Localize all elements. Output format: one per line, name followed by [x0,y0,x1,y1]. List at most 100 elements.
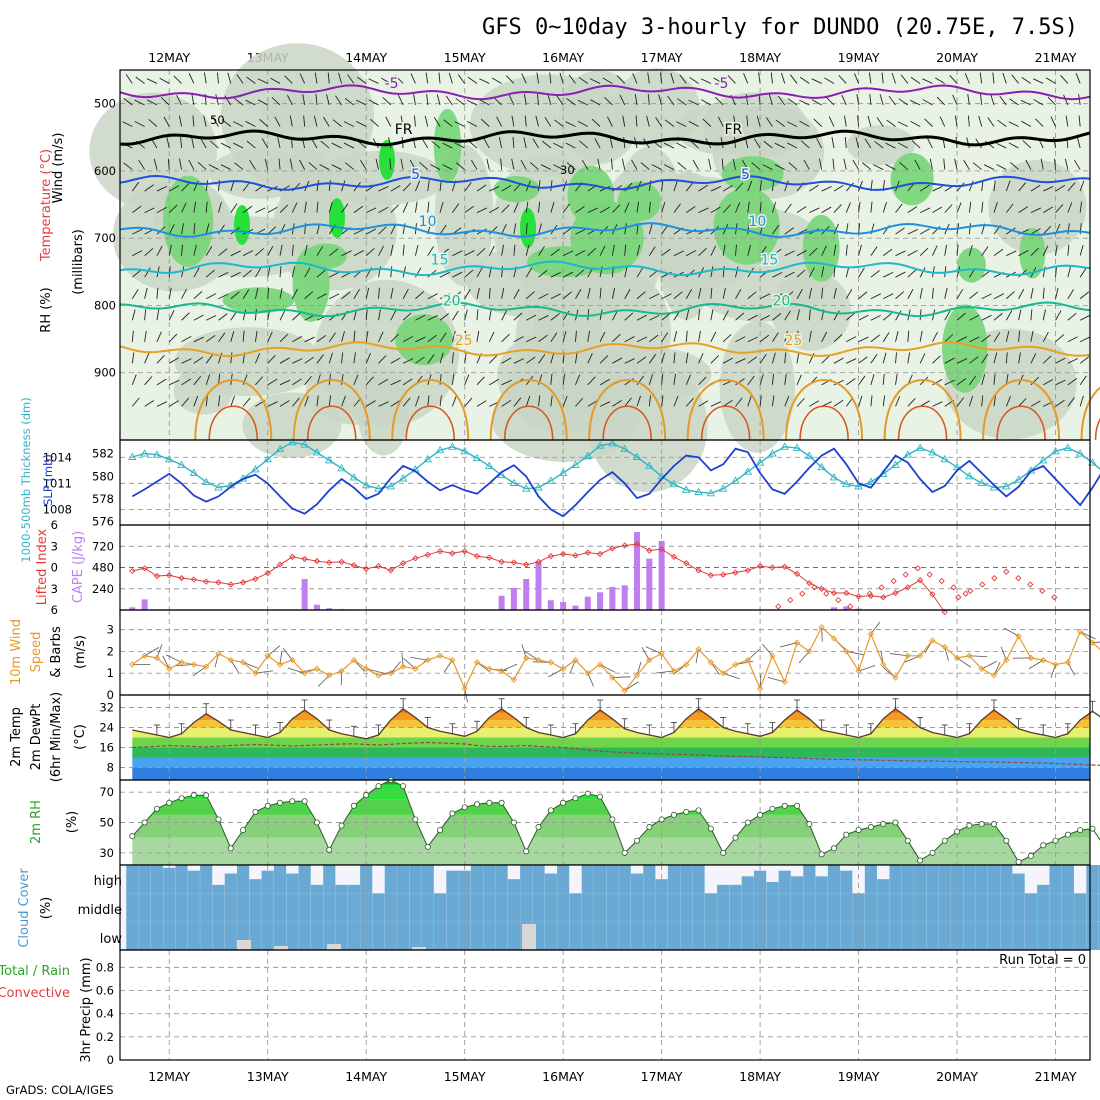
rh-point [166,799,173,806]
wind-barb [768,94,773,106]
lifted-index-point [732,569,739,576]
wind-barb [602,77,613,84]
cloud-bar-middle [778,893,791,922]
wind-barb [131,330,134,342]
lifted-index-point [153,572,161,580]
wind-barb [562,291,572,300]
wind-barb [932,379,943,386]
cloud-bar-high [138,865,151,894]
wind-barb [493,97,502,106]
rh-point [904,837,911,844]
cloud-bar-low [901,921,914,950]
wind-speed-point [449,656,456,664]
wind-barb [636,244,641,256]
wind-barb [524,115,527,127]
wind-barb [1005,352,1008,364]
wind-barb [735,336,746,343]
wind-barb [496,116,502,127]
wind-speed-point [621,687,628,694]
rh-point [830,845,837,852]
isotherm-freezing [119,129,1091,147]
cloud-bar-middle [446,893,459,922]
cape-bar [129,607,136,610]
wind-barb [489,378,500,386]
wind-barb [132,269,142,278]
wind-barb [636,336,648,343]
lifted-index-point [596,550,604,558]
wind-barb [1020,99,1032,106]
rh-point [609,816,616,823]
wind-barb [163,116,170,127]
wind-speed-point [301,670,308,677]
cloud-bar-low [778,921,791,950]
lifted-index-point [866,590,873,597]
cloud-bar-middle [458,893,471,922]
isotherm-loop [306,405,357,441]
wind-barb [328,180,331,192]
wind-barb [759,374,764,385]
wind-barb [648,354,657,364]
wind-barb [771,201,777,213]
wind-barb [809,400,820,407]
date-label: 16MAY [542,1069,584,1084]
wind-barb [452,250,463,257]
thickness-point [903,450,913,458]
wind-barb [735,288,742,299]
wind-barb [868,72,872,84]
wind-barb [599,245,606,256]
wind-barb [255,267,262,278]
wind-barb [721,158,724,170]
wind-barb [331,164,342,170]
wind-barb [811,78,822,84]
cloud-bar-middle [544,893,557,922]
lifted-index-point [1051,594,1058,601]
wind-barb [833,223,839,235]
cloud-low-label: low [100,932,123,947]
wind-barb [378,309,381,321]
cloud-bar-low [261,921,274,950]
lifted-index-point [744,567,751,574]
wind-speed-point [707,659,714,666]
wind-barb [550,293,561,300]
cloud-bar-high [421,865,434,894]
wind-barb [636,314,647,321]
wind-barb [771,395,775,407]
wind-barb [710,206,721,214]
rh-point [1064,831,1071,838]
run-total-label: Run Total = 0 [999,953,1086,968]
wind-barb [919,353,926,364]
wind-speed-point [904,652,911,659]
wind-barb [852,159,859,170]
wind-barb [751,162,761,170]
wind-barb [326,94,330,106]
wind-barb [1067,378,1078,386]
wind-barb [784,250,795,257]
wind-barb [1067,223,1070,235]
wind-barb [181,336,192,343]
isotherm-label: 5 [411,167,420,183]
wind-barb [969,314,980,321]
rh-point [806,821,813,828]
wind-barb [897,142,909,149]
wind-barb [242,374,248,386]
wind-barb [144,330,147,342]
wind-barb [636,356,647,364]
rh-point [486,799,493,806]
temp2m-label-3: (6hr Min/Max) [49,692,64,782]
wind-barb [735,378,745,386]
wind-speed-point [609,674,616,681]
cloud-bar-high [864,865,877,894]
wind-barb [390,333,399,343]
wind-barb [676,142,687,149]
cloud-bar-middle [520,893,533,922]
wind-barb [882,373,885,385]
wind-barb [594,138,601,149]
cape-bar [535,561,542,610]
wind-barb [882,312,892,321]
rh-moist-region [719,321,795,453]
wind-barb [698,353,704,364]
wind-barb [562,310,570,321]
wind-speed-point [252,670,259,677]
wind-barb [513,244,516,256]
wind-barb [1079,375,1087,386]
